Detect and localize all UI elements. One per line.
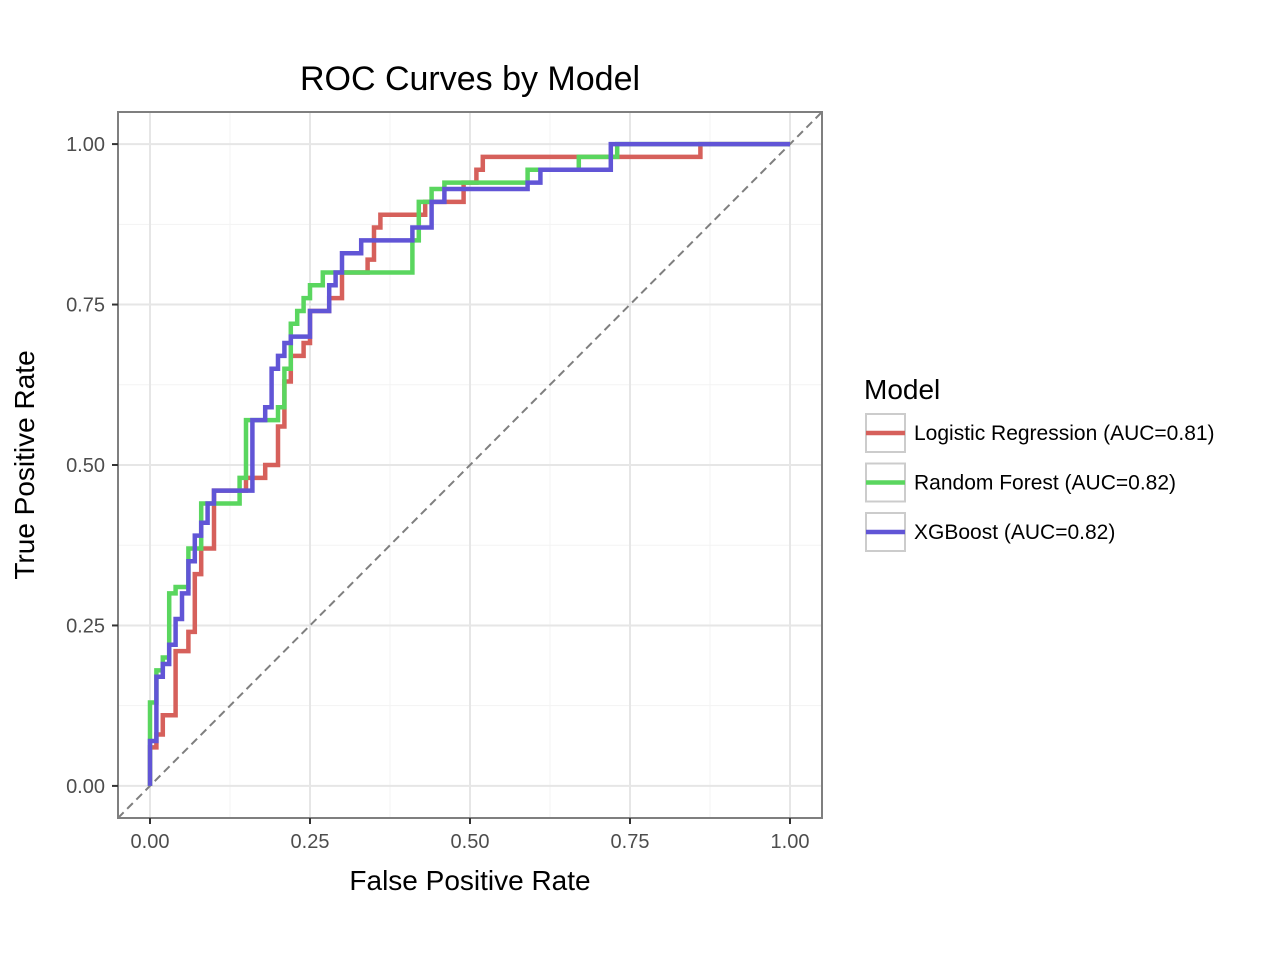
legend-label: Logistic Regression (AUC=0.81) — [914, 422, 1215, 445]
y-axis-title: True Positive Rate — [9, 350, 40, 579]
y-axis: 0.00 0.25 0.50 0.75 1.00 — [66, 134, 118, 798]
legend-label: Random Forest (AUC=0.82) — [914, 472, 1176, 495]
y-tick-label: 1.00 — [66, 134, 105, 156]
x-tick-label: 0.50 — [451, 831, 490, 853]
legend: Model Logistic Regression (AUC=0.81) Rand… — [864, 374, 1215, 552]
chart-title: ROC Curves by Model — [300, 60, 640, 98]
diagonal-reference — [117, 111, 823, 819]
x-tick-label: 1.00 — [771, 831, 810, 853]
y-tick-label: 0.00 — [66, 776, 105, 798]
series-line-3 — [147, 141, 790, 786]
legend-title: Model — [864, 374, 940, 405]
x-tick-label: 0.75 — [611, 831, 650, 853]
x-tick-label: 0.25 — [291, 831, 330, 853]
y-tick-label: 0.25 — [66, 615, 105, 637]
grid — [118, 112, 822, 818]
series-line-1 — [147, 141, 790, 786]
diagonal-reference-line — [117, 111, 823, 819]
x-tick-label: 0.00 — [131, 831, 170, 853]
series-lines — [147, 141, 790, 786]
x-axis: 0.00 0.25 0.50 0.75 1.00 — [131, 818, 810, 853]
y-tick-label: 0.75 — [66, 295, 105, 317]
y-tick-label: 0.50 — [66, 455, 105, 477]
legend-label: XGBoost (AUC=0.82) — [914, 521, 1115, 544]
x-axis-title: False Positive Rate — [349, 865, 590, 896]
